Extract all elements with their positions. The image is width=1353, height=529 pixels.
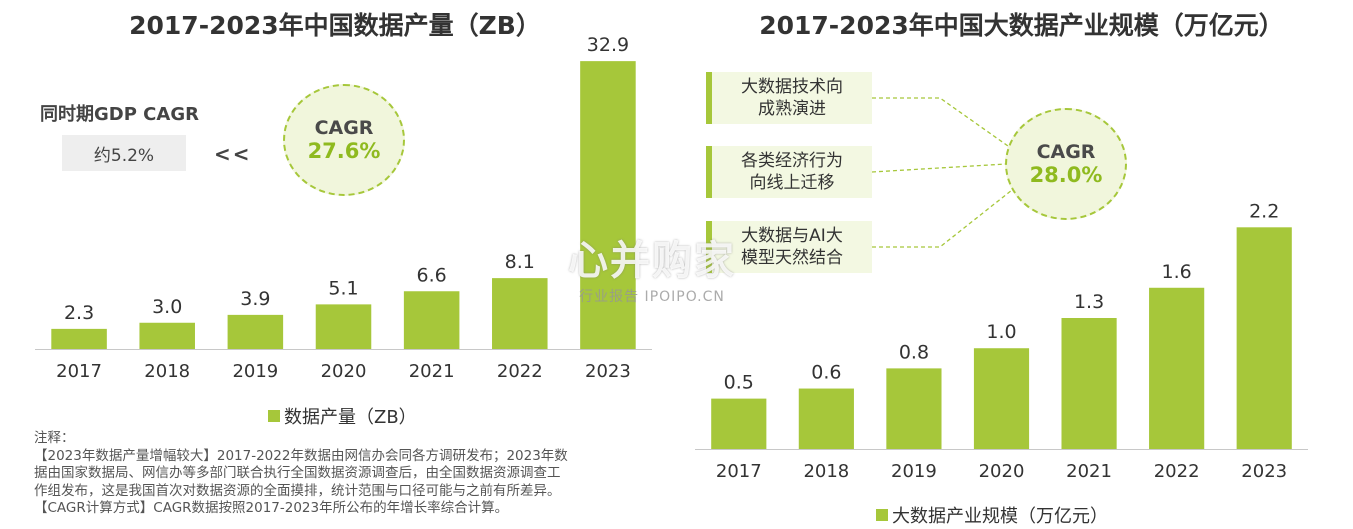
driver-box-online-migration: 各类经济行为 向线上迁移 bbox=[706, 146, 872, 198]
driver-line: 模型天然结合 bbox=[741, 248, 843, 268]
x-tick-2020: 2020 bbox=[979, 461, 1025, 482]
cagr-label: CAGR bbox=[1036, 141, 1096, 163]
bar-2023 bbox=[1236, 227, 1292, 449]
value-label-2017: 2.3 bbox=[64, 302, 94, 324]
x-tick-2023: 2023 bbox=[1241, 461, 1287, 482]
bar-2017 bbox=[51, 328, 107, 349]
note-line: 【CAGR计算方式】CAGR数据按照2017-2023年所公布的年增长率综合计算… bbox=[34, 500, 509, 516]
bar-2019 bbox=[227, 314, 284, 349]
data-volume-legend: 数据产量（ZB） bbox=[268, 403, 417, 429]
bar-2021 bbox=[403, 291, 460, 349]
legend-swatch bbox=[876, 509, 888, 521]
note-line: 作组发布，这是我国首次对数据资源的全面摸排，统计范围与口径可能与之前有所差异。 bbox=[34, 482, 561, 499]
bar-2019 bbox=[886, 368, 942, 449]
driver-line: 大数据技术向 bbox=[741, 77, 843, 97]
bar-2021 bbox=[1061, 318, 1117, 449]
footnotes: 注释： 【2023年数据产量增幅较大】2017-2022年数据由网信办会同各方调… bbox=[34, 430, 664, 518]
comparison-sign: << bbox=[214, 142, 252, 166]
value-label-2021: 1.3 bbox=[1074, 291, 1104, 313]
cagr-value: 27.6% bbox=[307, 139, 381, 163]
driver-connector-1 bbox=[871, 163, 1007, 173]
value-label-2022: 8.1 bbox=[505, 251, 535, 273]
industry-scale-chart-title: 2017-2023年中国大数据产业规模（万亿元） bbox=[759, 11, 1284, 40]
legend-label: 数据产量（ZB） bbox=[284, 407, 417, 428]
bar-2020 bbox=[315, 304, 372, 349]
driver-connector-0 bbox=[872, 97, 1009, 147]
value-label-2019: 3.9 bbox=[240, 288, 270, 310]
industry-scale-panel: 2017-2023年中国大数据产业规模（万亿元） 0.5 2017 0.6 2018 0… bbox=[690, 0, 1353, 529]
bar-2023 bbox=[580, 61, 636, 349]
industry-scale-bar-chart: 0.5 2017 0.6 2018 0.8 2019 1.0 2020 1.3 2021 1.6 20… bbox=[695, 97, 1308, 482]
x-tick-2018: 2018 bbox=[803, 461, 849, 482]
bar-2020 bbox=[973, 348, 1030, 449]
bar-2022 bbox=[492, 278, 548, 349]
value-label-2018: 3.0 bbox=[152, 296, 182, 318]
driver-line: 向线上迁移 bbox=[749, 173, 835, 193]
note-line: 【2023年数据产量增幅较大】2017-2022年数据由网信办会同各方调研发布；… bbox=[34, 447, 568, 464]
driver-line: 大数据与AI大 bbox=[741, 226, 843, 246]
legend-label: 大数据产业规模（万亿元） bbox=[892, 506, 1108, 527]
industry-scale-cagr-bubble: CAGR 28.0% bbox=[1005, 108, 1127, 220]
driver-line: 成熟演进 bbox=[758, 99, 826, 119]
x-tick-2019: 2019 bbox=[891, 461, 937, 482]
data-volume-bar-chart: 2.3 2017 3.0 2018 3.9 2019 5.1 2020 6.6 2021 8.1 20… bbox=[35, 34, 652, 382]
gdp-cagr-label: 同时期GDP CAGR bbox=[40, 104, 199, 125]
value-label-2017: 0.5 bbox=[724, 372, 754, 394]
x-tick-2020: 2020 bbox=[321, 361, 367, 382]
x-tick-2019: 2019 bbox=[232, 361, 278, 382]
note-line: 注释： bbox=[34, 430, 75, 446]
value-label-2023: 2.2 bbox=[1249, 200, 1279, 222]
data-volume-panel: 2017-2023年中国数据产量（ZB） 2.3 2017 3.0 2018 3.9 20… bbox=[0, 0, 670, 529]
x-tick-2017: 2017 bbox=[56, 361, 102, 382]
bar-2022 bbox=[1149, 287, 1205, 449]
data-volume-cagr-bubble: CAGR 27.6% bbox=[283, 84, 405, 196]
x-tick-2021: 2021 bbox=[409, 361, 455, 382]
cagr-value: 28.0% bbox=[1029, 163, 1103, 187]
gdp-cagr-value-box: 约5.2% bbox=[62, 135, 186, 171]
value-label-2021: 6.6 bbox=[417, 264, 447, 286]
bar-2017 bbox=[711, 398, 767, 449]
cagr-label: CAGR bbox=[314, 117, 374, 139]
value-label-2019: 0.8 bbox=[899, 341, 929, 363]
value-label-2023: 32.9 bbox=[587, 34, 629, 56]
x-tick-2017: 2017 bbox=[716, 461, 762, 482]
bar-2018 bbox=[139, 322, 195, 349]
value-label-2018: 0.6 bbox=[811, 362, 841, 384]
driver-box-ai-models: 大数据与AI大 模型天然结合 bbox=[706, 221, 872, 273]
driver-box-tech-maturity: 大数据技术向 成熟演进 bbox=[706, 72, 872, 124]
legend-swatch bbox=[268, 410, 280, 422]
value-label-2022: 1.6 bbox=[1162, 261, 1192, 283]
gdp-cagr-value: 约5.2% bbox=[93, 145, 155, 166]
x-tick-2022: 2022 bbox=[1154, 461, 1200, 482]
note-line: 据由国家数据局、网信办等多部门联合执行全国数据资源调查后，由全国数据资源调查工 bbox=[34, 465, 561, 481]
data-volume-chart-title: 2017-2023年中国数据产量（ZB） bbox=[129, 11, 541, 40]
driver-connector-2 bbox=[872, 189, 1013, 248]
bar-2018 bbox=[798, 388, 854, 449]
value-label-2020: 1.0 bbox=[986, 321, 1016, 343]
driver-line: 各类经济行为 bbox=[741, 151, 843, 171]
value-label-2020: 5.1 bbox=[328, 277, 358, 299]
x-tick-2023: 2023 bbox=[585, 361, 631, 382]
industry-scale-legend: 大数据产业规模（万亿元） bbox=[876, 502, 1108, 528]
x-tick-2021: 2021 bbox=[1066, 461, 1112, 482]
x-tick-2018: 2018 bbox=[144, 361, 190, 382]
x-tick-2022: 2022 bbox=[497, 361, 543, 382]
